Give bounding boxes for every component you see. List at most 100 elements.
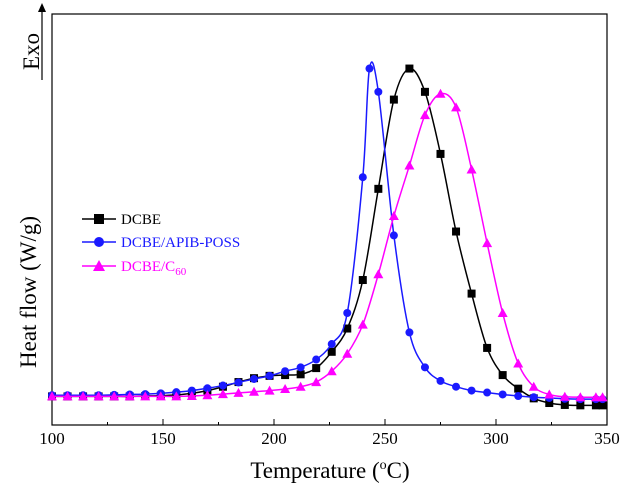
data-point-circle [327,340,336,349]
data-point-triangle [326,366,337,376]
data-point-triangle [497,308,508,317]
data-point-triangle [78,391,89,401]
data-point-triangle [186,391,197,401]
data-point-triangle [451,102,462,112]
y-axis-title: Heat flow (W/g) [16,216,41,368]
legend-label-dcbe-c60-sub: 60 [175,266,187,278]
data-point-triangle [47,391,57,401]
legend-label-dcbe: DCBE [121,212,161,228]
data-point-square [576,401,585,410]
exo-label: Exo [19,33,44,70]
data-point-triangle [280,384,291,394]
data-point-square [591,401,600,410]
exo-arrow [38,3,46,80]
data-point-circle [514,392,523,401]
data-point-circle [452,382,461,391]
data-point-triangle [528,381,539,391]
data-point-square [405,64,414,73]
data-point-triangle [482,238,493,248]
data-point-square [598,401,607,410]
data-point-square [358,276,367,285]
x-axis-title-sup: o [380,458,387,473]
data-point-square [327,347,336,356]
legend-label-dcbe-c60: DCBE/C60 [121,259,187,278]
data-point-square [312,364,321,373]
data-point-square [514,384,523,393]
data-point-triangle [264,385,275,395]
data-point-square [296,370,305,379]
data-point-circle [218,381,227,390]
data-point-square [452,227,461,236]
data-point-circle [265,371,274,380]
x-axis-title-main: Temperature ( [250,458,379,483]
data-point-triangle [249,386,260,396]
x-tick-label: 200 [261,429,287,448]
data-point-circle [436,376,445,385]
data-point-square [498,371,507,380]
legend-item-dcbe: DCBE [82,212,161,228]
data-point-triangle [124,391,135,401]
data-point-circle [296,363,305,372]
data-point-square [545,399,554,408]
data-point-triangle [233,387,244,397]
data-point-triangle [597,392,608,402]
x-tick-label: 100 [39,429,65,448]
data-point-triangle [295,381,306,391]
data-point-square [436,149,445,158]
data-point-circle [420,363,429,372]
data-point-triangle [109,391,120,401]
data-point-triangle [311,377,322,387]
data-point-triangle [202,390,213,400]
data-point-square [483,343,492,352]
data-point-circle [234,378,243,387]
data-point-square [560,400,569,409]
data-point-square [374,184,383,193]
data-point-triangle [373,269,384,279]
data-point-triangle [93,391,104,401]
legend-label-dcbe-c60-main: DCBE/C [121,259,175,275]
data-point-circle [365,64,374,73]
x-tick-label: 300 [483,429,509,448]
data-point-triangle [435,88,446,98]
x-ticks: 100 150 200 250 300 350 [39,419,620,448]
data-point-circle [250,374,259,383]
data-point-circle [529,393,538,402]
x-tick-label: 150 [150,429,176,448]
x-tick-label: 250 [372,429,398,448]
data-point-circle [374,87,383,96]
data-point-triangle [388,211,399,220]
data-point-circle [483,388,492,397]
x-axis-title: Temperature (oC) [250,458,409,483]
data-point-triangle [559,391,570,401]
series-line-dcbe-apib-poss [51,61,603,400]
legend-item-dcbe-apib-poss: DCBE/APIB-POSS [82,235,240,251]
data-point-square [420,87,429,96]
x-axis-title-end: C) [387,458,410,483]
x-tick-label: 350 [594,429,620,448]
legend-item-dcbe-c60: DCBE/C60 [82,259,187,278]
data-point-triangle [513,358,524,368]
data-point-triangle [419,110,430,120]
data-point-triangle [342,348,353,358]
data-point-circle [312,355,321,364]
data-point-triangle [155,391,166,401]
data-point-triangle [590,392,601,402]
data-point-triangle [544,389,555,399]
data-point-circle [358,173,367,182]
data-point-circle [467,386,476,395]
data-point-triangle [62,391,73,401]
data-point-circle [203,384,212,393]
data-point-triangle [575,392,586,402]
data-point-square [343,324,352,333]
legend-label-dcbe-apib-poss: DCBE/APIB-POSS [121,235,240,251]
data-point-triangle [404,160,415,170]
data-point-triangle [140,391,151,401]
data-point-circle [405,328,414,337]
data-point-circle [187,386,196,395]
data-point-square [467,289,476,298]
data-point-circle [498,390,507,399]
data-point-triangle [171,391,182,401]
data-point-triangle [357,319,368,329]
data-point-circle [281,367,290,376]
